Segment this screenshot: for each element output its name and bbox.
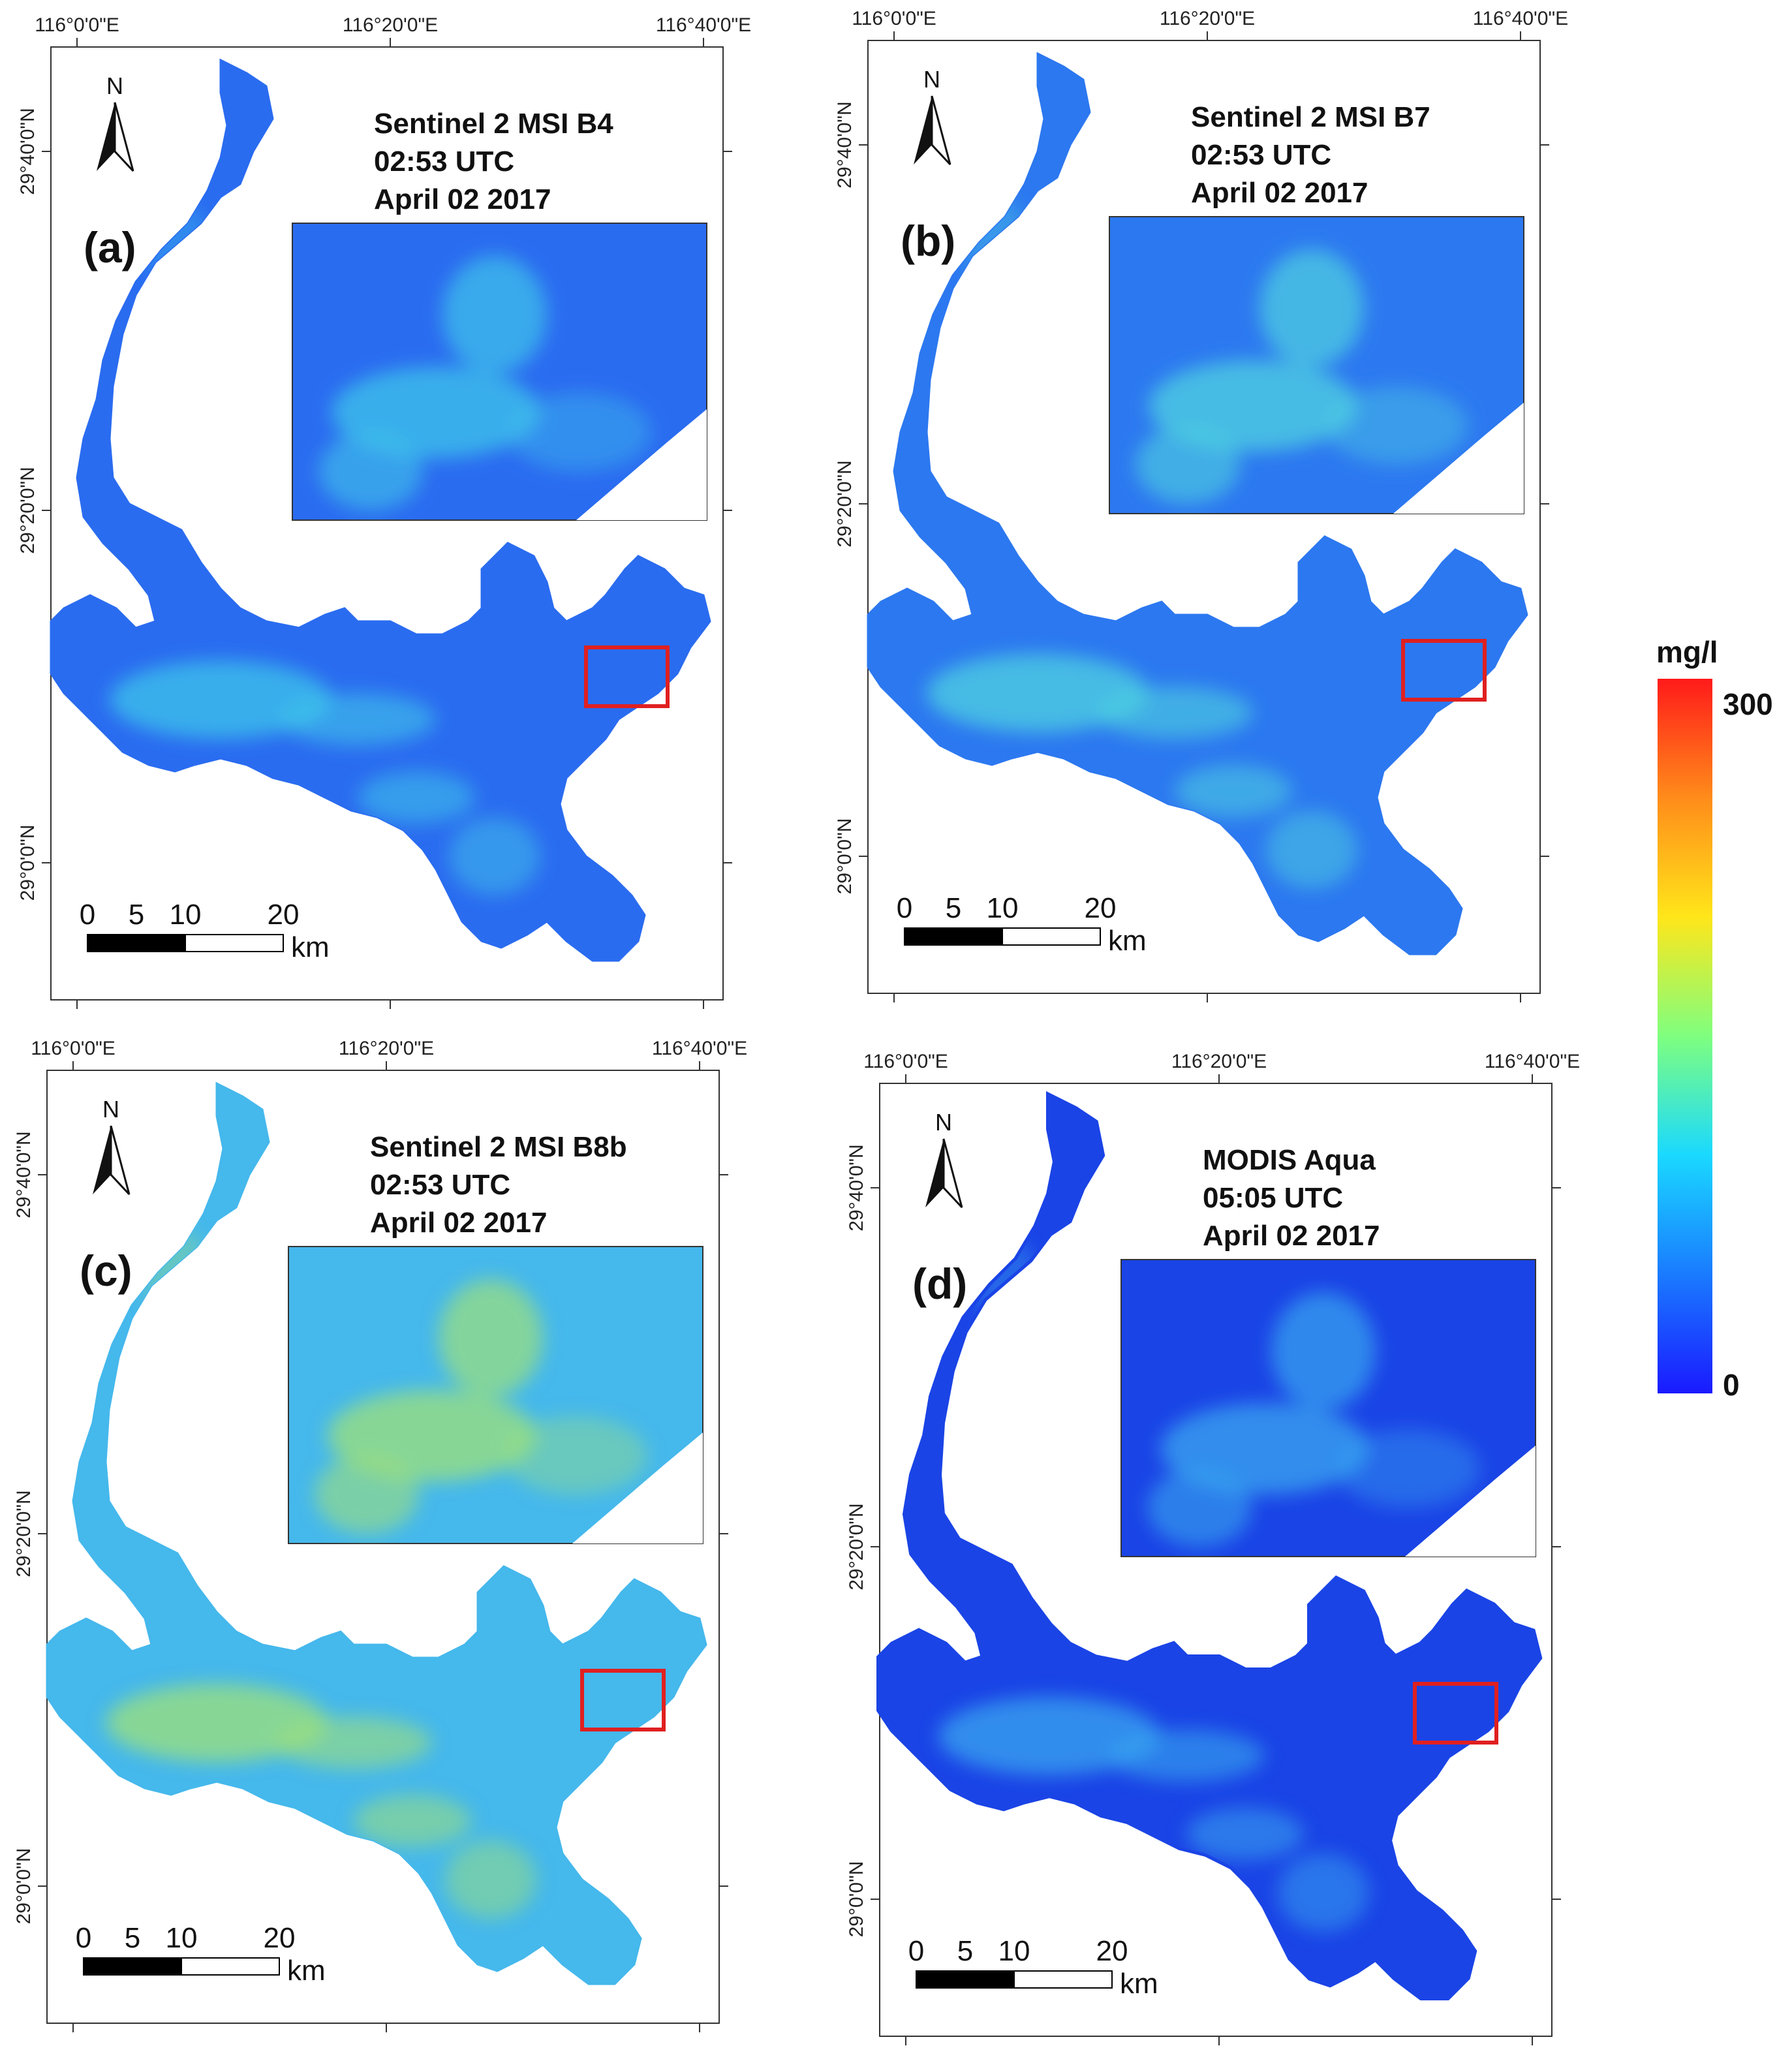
panel-letter: (a)	[84, 223, 136, 271]
sediment-plume	[938, 1240, 1369, 1932]
scale-unit: km	[1120, 1968, 1158, 2000]
scale-label: 10	[166, 1922, 198, 1954]
inset-land-area	[1393, 403, 1524, 514]
scale-label: 5	[129, 899, 144, 931]
lon-tick-label: 116°0'0"E	[31, 1038, 116, 1059]
legend-max-label: 300	[1723, 687, 1773, 721]
panel-title-line: 05:05 UTC	[1203, 1182, 1343, 1214]
scale-label: 5	[957, 1935, 973, 1967]
panel-title-line: Sentinel 2 MSI B4	[374, 108, 613, 140]
scale-label: 10	[998, 1935, 1030, 1967]
legend-unit: mg/l	[1656, 635, 1718, 669]
lon-tick-label: 116°20'0"E	[1171, 1051, 1267, 1072]
lon-tick-label: 116°40'0"E	[656, 14, 751, 36]
scale-label: 0	[897, 892, 912, 924]
lake-raster	[876, 1091, 1543, 2000]
lat-tick-label: 29°20'0"N	[834, 460, 856, 547]
panel-title-line: 02:53 UTC	[374, 146, 514, 178]
panel-title-line: April 02 2017	[370, 1207, 548, 1239]
lon-tick-label: 116°0'0"E	[35, 14, 119, 36]
map-panel-c: 116°0'0"E 116°20'0"E 116°40'0"E 29°40'0"N 29…	[13, 1038, 747, 2032]
lat-tick-label: 29°0'0"N	[834, 818, 856, 895]
lon-tick-label: 116°40'0"E	[1473, 8, 1568, 29]
lat-tick-label: 29°20'0"N	[846, 1503, 867, 1590]
panel-title-line: 02:53 UTC	[370, 1169, 510, 1201]
north-arrow-icon: N	[914, 66, 951, 166]
lon-tick-label: 116°0'0"E	[863, 1051, 948, 1072]
scale-label: 0	[76, 1922, 91, 1954]
lat-tick-label: 29°40'0"N	[17, 108, 39, 194]
north-arrow-icon: N	[93, 1096, 131, 1196]
scale-unit: km	[287, 1955, 326, 1987]
north-arrow-icon: N	[925, 1109, 963, 1209]
scale-label: 5	[125, 1922, 140, 1954]
zoom-region-box	[580, 1669, 666, 1731]
panel-letter: (d)	[912, 1260, 967, 1308]
scale-label: 0	[908, 1935, 924, 1967]
north-label: N	[106, 72, 123, 99]
lon-tick-label: 116°20'0"E	[1160, 8, 1255, 29]
legend-color-bar	[1658, 679, 1712, 1393]
scale-label: 0	[80, 899, 95, 931]
scale-label: 10	[987, 892, 1019, 924]
inset-land-area	[576, 409, 707, 520]
lat-tick-label: 29°40'0"N	[834, 101, 856, 188]
scale-label: 5	[946, 892, 961, 924]
panel-title-line: MODIS Aqua	[1203, 1144, 1376, 1176]
lon-tick-label: 116°40'0"E	[652, 1038, 747, 1059]
north-arrow-icon: N	[97, 72, 134, 172]
zoom-region-box	[1413, 1682, 1498, 1745]
lat-tick-label: 29°0'0"N	[846, 1861, 867, 1938]
lat-tick-label: 29°0'0"N	[13, 1848, 35, 1925]
legend-min-label: 0	[1723, 1368, 1740, 1402]
scale-unit: km	[291, 931, 330, 963]
inset-zoom	[292, 223, 707, 521]
lat-tick-label: 29°20'0"N	[17, 467, 39, 553]
map-panel-d: 116°0'0"E 116°20'0"E 116°40'0"E 29°40'0"N 29…	[846, 1051, 1580, 2045]
map-panel-b: 116°0'0"E 116°20'0"E 116°40'0"E 29°40'0"N 29…	[834, 8, 1568, 1002]
inset-zoom	[288, 1246, 703, 1544]
panel-title-line: April 02 2017	[374, 183, 551, 215]
lake-raster	[46, 1081, 707, 1985]
lon-tick-label: 116°40'0"E	[1485, 1051, 1580, 1072]
scale-unit: km	[1108, 925, 1147, 957]
scale-label: 20	[264, 1922, 296, 1954]
lat-tick-label: 29°40'0"N	[846, 1144, 867, 1231]
scale-label: 20	[1096, 1935, 1128, 1967]
map-panel-a: 116°0'0"E 116°20'0"E 116°40'0"E 29°40'0"N 29…	[17, 14, 751, 1009]
panel-letter: (b)	[901, 217, 955, 265]
panel-title-line: April 02 2017	[1203, 1220, 1380, 1252]
north-label: N	[923, 66, 940, 93]
panel-title-line: Sentinel 2 MSI B8b	[370, 1131, 627, 1163]
inset-zoom	[1109, 216, 1524, 514]
north-label: N	[102, 1096, 119, 1123]
lon-tick-label: 116°0'0"E	[852, 8, 936, 29]
color-legend: mg/l 300 0	[1656, 635, 1773, 1402]
scale-label: 20	[268, 899, 300, 931]
scale-label: 20	[1085, 892, 1117, 924]
panel-title-line: Sentinel 2 MSI B7	[1191, 101, 1430, 133]
inset-land-area	[572, 1433, 703, 1543]
lake-raster	[867, 52, 1528, 955]
panel-title-line: 02:53 UTC	[1191, 139, 1331, 171]
lon-tick-label: 116°20'0"E	[343, 14, 438, 36]
panel-title-line: April 02 2017	[1191, 177, 1368, 209]
lon-tick-label: 116°20'0"E	[339, 1038, 434, 1059]
panel-letter: (c)	[80, 1247, 132, 1295]
sediment-plume	[106, 1227, 536, 1919]
lat-tick-label: 29°40'0"N	[13, 1131, 35, 1218]
zoom-region-box	[584, 645, 670, 708]
lat-tick-label: 29°0'0"N	[17, 825, 39, 901]
inset-land-area	[1405, 1446, 1536, 1557]
north-label: N	[935, 1109, 952, 1136]
zoom-region-box	[1401, 639, 1487, 702]
inset-zoom	[1120, 1259, 1536, 1557]
lat-tick-label: 29°20'0"N	[13, 1490, 35, 1577]
scale-label: 10	[170, 899, 202, 931]
